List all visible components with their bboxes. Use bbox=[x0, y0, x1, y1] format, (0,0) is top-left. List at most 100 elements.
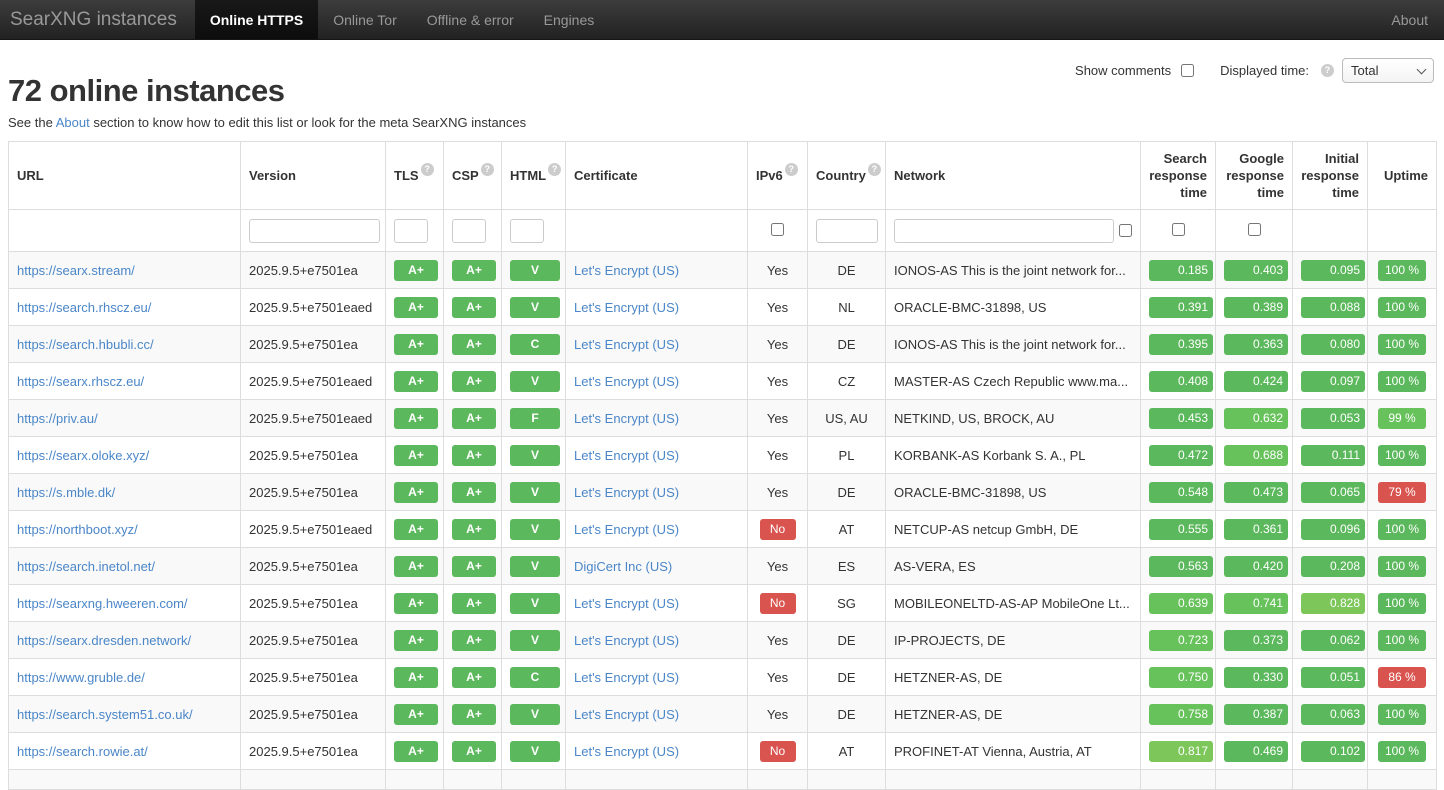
certificate-link[interactable]: Let's Encrypt (US) bbox=[574, 484, 680, 500]
html-grade-badge[interactable]: V bbox=[510, 518, 560, 540]
csp-grade-badge[interactable]: A+ bbox=[452, 555, 496, 577]
certificate-link[interactable]: Let's Encrypt (US) bbox=[574, 410, 680, 426]
tls-grade-badge[interactable]: A+ bbox=[394, 333, 438, 355]
tls-filter-input[interactable] bbox=[394, 218, 428, 243]
column-header-csp[interactable]: CSP? bbox=[443, 141, 502, 210]
column-header-uptime[interactable]: Uptime bbox=[1367, 141, 1437, 210]
tls-grade-badge[interactable]: A+ bbox=[394, 518, 438, 540]
about-inline-link[interactable]: About bbox=[55, 115, 90, 130]
column-header-google-response-time[interactable]: Google response time bbox=[1215, 141, 1293, 210]
tab-online-https[interactable]: Online HTTPS bbox=[194, 0, 319, 39]
tab-engines[interactable]: Engines bbox=[543, 12, 595, 28]
csp-grade-badge[interactable]: A+ bbox=[452, 259, 496, 281]
csp-grade-badge[interactable]: A+ bbox=[452, 370, 496, 392]
instance-url-link[interactable]: https://searx.stream/ bbox=[17, 262, 135, 278]
html-grade-badge[interactable]: V bbox=[510, 703, 560, 725]
instance-url-link[interactable]: https://search.rhscz.eu/ bbox=[17, 299, 152, 315]
displayed-time-select[interactable]: Total bbox=[1342, 58, 1434, 83]
ipv6-help-icon[interactable]: ? bbox=[784, 163, 798, 176]
country-filter-input[interactable] bbox=[816, 218, 878, 243]
csp-grade-badge[interactable]: A+ bbox=[452, 481, 496, 503]
html-grade-badge[interactable]: F bbox=[510, 407, 560, 429]
html-grade-badge[interactable]: V bbox=[510, 296, 560, 318]
instance-url-link[interactable]: https://northboot.xyz/ bbox=[17, 521, 138, 537]
tls-grade-badge[interactable]: A+ bbox=[394, 259, 438, 281]
tls-grade-badge[interactable]: A+ bbox=[394, 629, 438, 651]
instance-url-link[interactable]: https://s.mble.dk/ bbox=[17, 484, 116, 500]
tls-grade-badge[interactable]: A+ bbox=[394, 592, 438, 614]
instance-url-link[interactable]: https://www.gruble.de/ bbox=[17, 669, 145, 685]
tab-online-tor[interactable]: Online Tor bbox=[333, 12, 397, 28]
network-filter-checkbox[interactable] bbox=[1119, 224, 1132, 237]
column-header-initial-response-time[interactable]: Initial response time bbox=[1292, 141, 1368, 210]
column-header-version[interactable]: Version bbox=[240, 141, 386, 210]
column-header-network[interactable]: Network bbox=[885, 141, 1141, 210]
tls-grade-badge[interactable]: A+ bbox=[394, 407, 438, 429]
ipv6-filter-checkbox[interactable] bbox=[771, 222, 784, 236]
column-header-country[interactable]: Country? bbox=[807, 141, 886, 210]
certificate-link[interactable]: Let's Encrypt (US) bbox=[574, 299, 680, 315]
tls-grade-badge[interactable]: A+ bbox=[394, 481, 438, 503]
csp-help-icon[interactable]: ? bbox=[480, 163, 494, 176]
instance-url-link[interactable]: https://searx.dresden.network/ bbox=[17, 632, 192, 648]
csp-grade-badge[interactable]: A+ bbox=[452, 444, 496, 466]
certificate-link[interactable]: Let's Encrypt (US) bbox=[574, 743, 680, 759]
html-grade-badge[interactable]: V bbox=[510, 629, 560, 651]
html-grade-badge[interactable]: V bbox=[510, 370, 560, 392]
tls-grade-badge[interactable]: A+ bbox=[394, 555, 438, 577]
instance-url-link[interactable]: https://searx.rhscz.eu/ bbox=[17, 373, 145, 389]
certificate-link[interactable]: Let's Encrypt (US) bbox=[574, 373, 680, 389]
certificate-link[interactable]: Let's Encrypt (US) bbox=[574, 447, 680, 463]
tls-help-icon[interactable]: ? bbox=[420, 163, 434, 176]
html-filter-input[interactable] bbox=[510, 218, 544, 243]
column-header-search-response-time[interactable]: Search response time bbox=[1140, 141, 1216, 210]
certificate-link[interactable]: Let's Encrypt (US) bbox=[574, 262, 680, 278]
certificate-link[interactable]: Let's Encrypt (US) bbox=[574, 632, 680, 648]
displayed-time-help-icon[interactable]: ? bbox=[1321, 64, 1334, 77]
tls-grade-badge[interactable]: A+ bbox=[394, 703, 438, 725]
csp-grade-badge[interactable]: A+ bbox=[452, 518, 496, 540]
nav-about-link[interactable]: About bbox=[1391, 12, 1428, 28]
csp-grade-badge[interactable]: A+ bbox=[452, 629, 496, 651]
instance-url-link[interactable]: https://search.rowie.at/ bbox=[17, 743, 148, 759]
html-grade-badge[interactable]: V bbox=[510, 259, 560, 281]
html-grade-badge[interactable]: C bbox=[510, 333, 560, 355]
certificate-link[interactable]: Let's Encrypt (US) bbox=[574, 669, 680, 685]
csp-grade-badge[interactable]: A+ bbox=[452, 333, 496, 355]
html-grade-badge[interactable]: V bbox=[510, 740, 560, 762]
column-header-ipv6[interactable]: IPv6? bbox=[747, 141, 808, 210]
html-grade-badge[interactable]: V bbox=[510, 592, 560, 614]
csp-filter-input[interactable] bbox=[452, 218, 486, 243]
csp-grade-badge[interactable]: A+ bbox=[452, 592, 496, 614]
html-grade-badge[interactable]: V bbox=[510, 481, 560, 503]
tab-offline-error[interactable]: Offline & error bbox=[426, 12, 514, 28]
tls-grade-badge[interactable]: A+ bbox=[394, 370, 438, 392]
instance-url-link[interactable]: https://search.system51.co.uk/ bbox=[17, 706, 193, 722]
certificate-link[interactable]: Let's Encrypt (US) bbox=[574, 336, 680, 352]
tls-grade-badge[interactable]: A+ bbox=[394, 444, 438, 466]
brand-link[interactable]: SearXNG instances bbox=[10, 9, 177, 30]
instance-url-link[interactable]: https://search.hbubli.cc/ bbox=[17, 336, 154, 352]
show-comments-checkbox[interactable] bbox=[1181, 64, 1195, 77]
csp-grade-badge[interactable]: A+ bbox=[452, 666, 496, 688]
csp-grade-badge[interactable]: A+ bbox=[452, 296, 496, 318]
google-time-filter-checkbox[interactable] bbox=[1247, 222, 1261, 236]
html-grade-badge[interactable]: V bbox=[510, 444, 560, 466]
certificate-link[interactable]: DigiCert Inc (US) bbox=[574, 558, 673, 574]
column-header-certificate[interactable]: Certificate bbox=[565, 141, 748, 210]
instance-url-link[interactable]: https://searxng.hweeren.com/ bbox=[17, 595, 188, 611]
certificate-link[interactable]: Let's Encrypt (US) bbox=[574, 706, 680, 722]
html-grade-badge[interactable]: C bbox=[510, 666, 560, 688]
tls-grade-badge[interactable]: A+ bbox=[394, 740, 438, 762]
column-header-tls[interactable]: TLS? bbox=[385, 141, 444, 210]
tls-grade-badge[interactable]: A+ bbox=[394, 296, 438, 318]
column-header-url[interactable]: URL bbox=[8, 141, 241, 210]
csp-grade-badge[interactable]: A+ bbox=[452, 740, 496, 762]
instance-url-link[interactable]: https://search.inetol.net/ bbox=[17, 558, 156, 574]
instance-url-link[interactable]: https://priv.au/ bbox=[17, 410, 98, 426]
html-grade-badge[interactable]: V bbox=[510, 555, 560, 577]
network-filter-input[interactable] bbox=[894, 218, 1114, 243]
csp-grade-badge[interactable]: A+ bbox=[452, 407, 496, 429]
country-help-icon[interactable]: ? bbox=[867, 163, 881, 176]
html-help-icon[interactable]: ? bbox=[548, 163, 562, 176]
